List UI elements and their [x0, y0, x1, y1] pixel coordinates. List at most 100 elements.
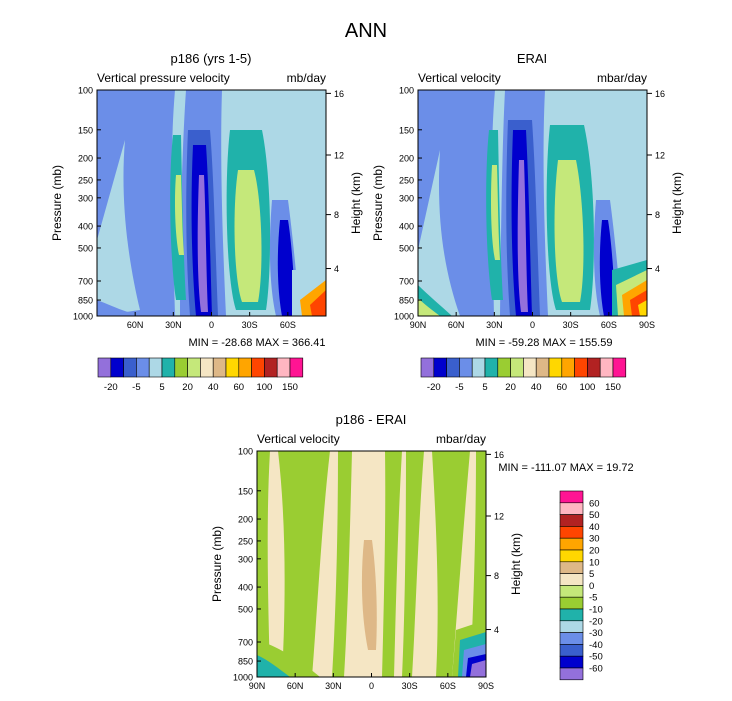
colorbar-swatch — [161, 357, 176, 378]
y-tick-label: 400 — [399, 222, 414, 232]
colorbar-swatch — [110, 357, 124, 378]
colorbar-swatch — [559, 620, 584, 633]
height-tick-label: 4 — [334, 264, 339, 274]
height-axis-title: Height (km) — [349, 172, 363, 234]
x-tick-label: 60S — [280, 320, 296, 330]
y-tick-label: 150 — [78, 125, 93, 135]
colorbar-swatch — [187, 357, 201, 378]
y-tick-label: 250 — [399, 175, 414, 185]
y-axis-title: Pressure (mb) — [371, 165, 385, 241]
x-tick-label: 0 — [369, 681, 374, 691]
colorbar-label: 60 — [234, 382, 245, 393]
colorbar-swatch — [548, 357, 563, 378]
colorbar-label: 40 — [208, 382, 219, 393]
colorbar-label: 40 — [589, 522, 600, 533]
height-tick-label: 16 — [334, 89, 344, 99]
colorbar-label: 60 — [589, 498, 600, 509]
colorbar-label: 100 — [579, 382, 595, 393]
y-tick-label: 700 — [238, 637, 253, 647]
colorbar-swatch — [559, 573, 584, 586]
colorbar-swatch — [561, 357, 575, 378]
colorbar-swatch — [587, 357, 601, 378]
y-tick-label: 500 — [399, 243, 414, 253]
height-axis-title: Height (km) — [670, 172, 684, 234]
x-tick-label: 30N — [325, 681, 342, 691]
colorbar-label: 5 — [159, 382, 164, 393]
colorbar-label: -50 — [589, 652, 603, 663]
y-tick-label: 400 — [238, 583, 253, 593]
height-tick-label: 4 — [494, 625, 499, 635]
panel-difference-title: p186 - ERAI — [336, 412, 407, 427]
colorbar-swatch — [574, 357, 588, 378]
colorbar-swatch — [446, 357, 460, 378]
colorbar-label: -20 — [589, 616, 603, 627]
colorbar-swatch — [559, 644, 584, 657]
colorbar-label: -5 — [455, 382, 463, 393]
height-tick-label: 16 — [655, 89, 665, 99]
y-axis-title: Pressure (mb) — [210, 526, 224, 602]
panel-reference-variable-label: Vertical velocity — [418, 71, 501, 85]
colorbar-swatch — [238, 357, 252, 378]
panel-reference-contours — [418, 90, 647, 316]
x-tick-label: 30S — [242, 320, 258, 330]
y-tick-label: 700 — [78, 276, 93, 286]
x-tick-label: 90N — [249, 681, 266, 691]
colorbar-swatch — [612, 357, 627, 378]
colorbar-label: -5 — [132, 382, 140, 393]
colorbar-swatch — [599, 357, 614, 378]
x-tick-label: 90S — [639, 320, 655, 330]
colorbar-label: 20 — [505, 382, 516, 393]
height-tick-label: 12 — [655, 150, 665, 160]
y-tick-label: 1000 — [233, 673, 253, 683]
height-tick-label: 16 — [494, 450, 504, 460]
x-tick-label: 60S — [440, 681, 456, 691]
panel-difference-variable-label: Vertical velocity — [257, 432, 340, 446]
height-axis-title: Height (km) — [509, 533, 523, 595]
y-tick-label: 300 — [238, 554, 253, 564]
x-tick-label: 90S — [478, 681, 494, 691]
y-axis-title: Pressure (mb) — [50, 165, 64, 241]
height-tick-label: 12 — [334, 150, 344, 160]
y-tick-label: 1000 — [73, 312, 93, 322]
y-tick-label: 150 — [238, 486, 253, 496]
colorbar-swatch — [225, 357, 240, 378]
height-tick-label: 8 — [655, 210, 660, 220]
colorbar-swatch — [471, 357, 486, 378]
colorbar-swatch — [174, 357, 188, 378]
y-tick-label: 150 — [399, 125, 414, 135]
x-tick-label: 60N — [127, 320, 144, 330]
x-tick-label: 30S — [563, 320, 579, 330]
x-tick-label: 30N — [486, 320, 503, 330]
x-tick-label: 0 — [209, 320, 214, 330]
x-tick-label: 60N — [448, 320, 465, 330]
colorbar-swatch — [559, 514, 584, 527]
x-tick-label: 90N — [410, 320, 427, 330]
colorbar-swatch — [559, 537, 584, 551]
panel-test-contours — [97, 90, 326, 316]
colorbar-label: 10 — [589, 557, 600, 568]
height-tick-label: 8 — [494, 571, 499, 581]
colorbar-swatch — [212, 357, 227, 378]
y-tick-label: 850 — [399, 296, 414, 306]
colorbar-swatch — [559, 585, 584, 598]
panel-test: p186 (yrs 1-5) Vertical pressure velocit… — [50, 51, 363, 330]
y-tick-label: 200 — [78, 154, 93, 164]
panel-difference-min-max: MIN = -111.07 MAX = 19.72 — [498, 462, 633, 474]
colorbar-swatch — [559, 596, 584, 610]
colorbar-label: 20 — [182, 382, 193, 393]
colorbar-swatch — [484, 357, 499, 378]
panel-test-variable-label: Vertical pressure velocity — [97, 71, 230, 85]
colorbar-swatch — [264, 357, 278, 378]
y-tick-label: 300 — [399, 193, 414, 203]
colorbar-swatch — [420, 357, 435, 378]
colorbar-swatch — [559, 526, 584, 539]
colorbar-label: -60 — [589, 664, 603, 675]
colorbar-label: 150 — [282, 382, 298, 393]
y-tick-label: 850 — [238, 657, 253, 667]
figure-title: ANN — [345, 20, 387, 42]
panel-difference-contours — [257, 451, 486, 677]
y-tick-label: 100 — [78, 86, 93, 96]
colorbar-label: -5 — [589, 593, 597, 604]
